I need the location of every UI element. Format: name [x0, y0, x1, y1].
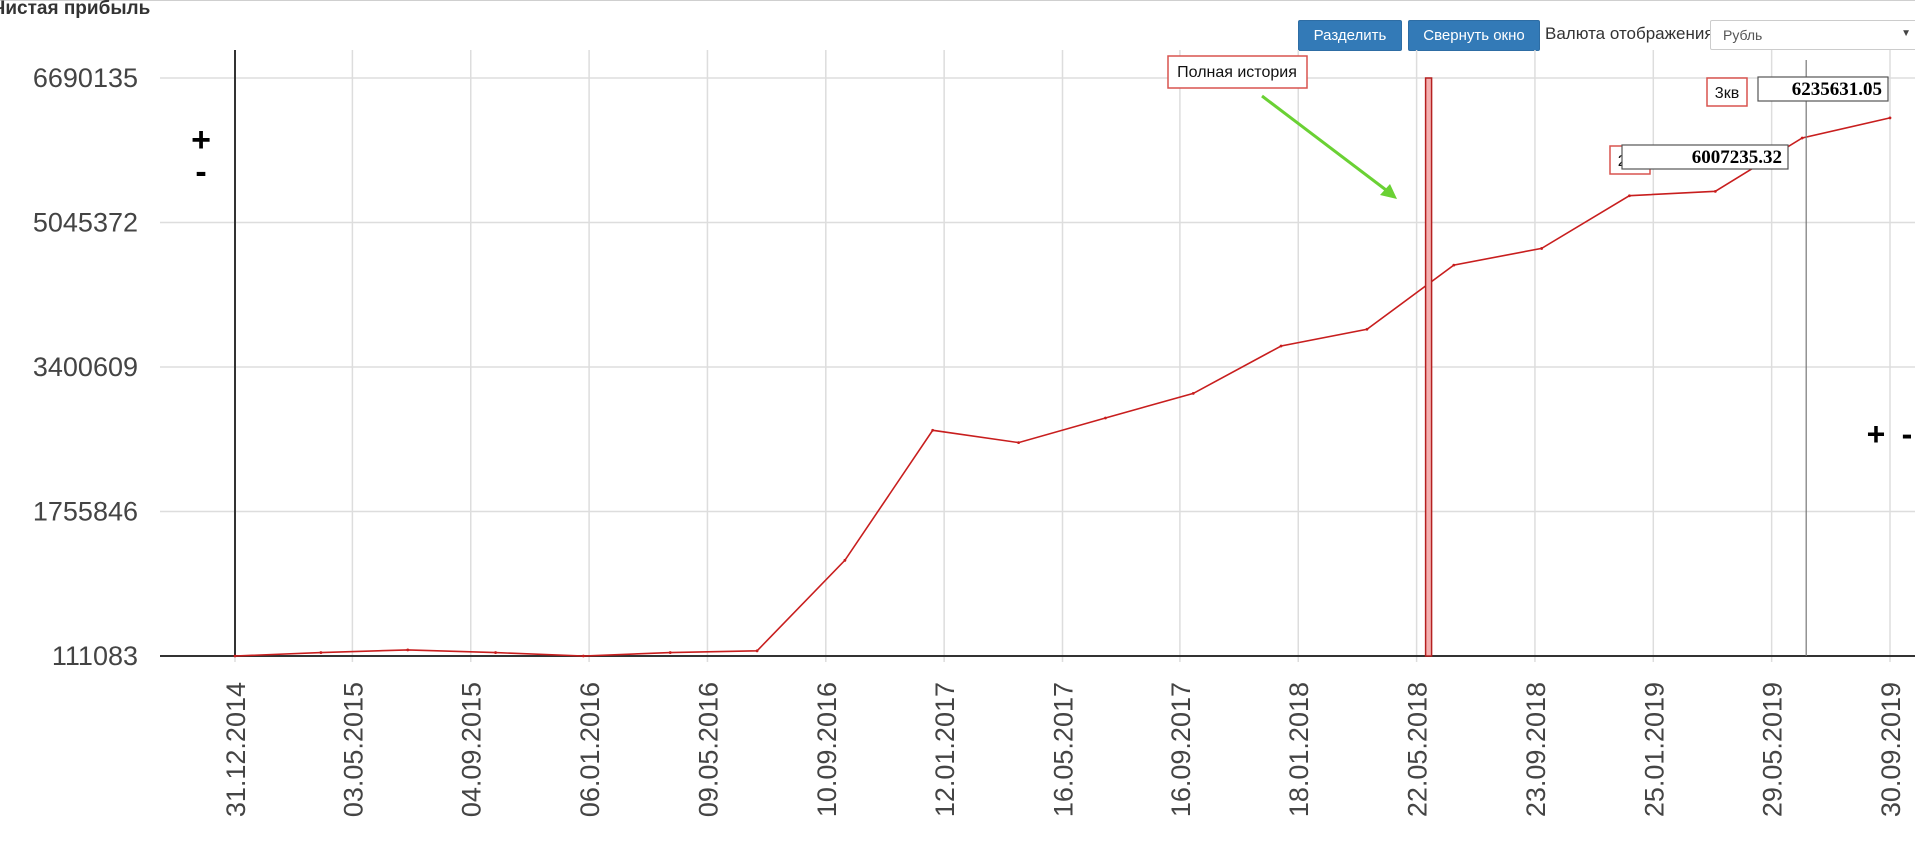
data-point	[494, 651, 497, 654]
quarter-tag-box	[1706, 77, 1748, 107]
x-tick-label: 16.09.2017	[1166, 682, 1196, 817]
y-tick-label: 5045372	[33, 208, 138, 238]
data-point	[1365, 327, 1369, 331]
x-axis-labels: 31.12.2014 03.05.2015 04.09.2015 06.01.2016…	[221, 682, 1906, 817]
y-zoom-in-icon[interactable]: +	[191, 121, 211, 159]
data-point	[1888, 116, 1892, 120]
value-tooltip-box	[1621, 144, 1789, 170]
data-point	[1713, 189, 1717, 193]
series-line	[234, 117, 1891, 657]
x-tick-label: 25.01.2019	[1639, 682, 1669, 817]
full-history-label[interactable]: Полная история	[1177, 64, 1297, 81]
data-point	[319, 651, 323, 654]
x-tick-label: 18.01.2018	[1284, 682, 1314, 817]
currency-select[interactable]: Рубль ▼	[1710, 20, 1915, 50]
x-tick-label: 04.09.2015	[457, 682, 487, 817]
x-tick-label: 09.05.2016	[693, 682, 723, 817]
page-title: Чистая прибыль	[0, 0, 151, 19]
x-zoom-out-icon[interactable]: -	[1902, 416, 1913, 452]
x-tick-label: 06.01.2016	[575, 682, 605, 817]
x-tick-label: 23.09.2018	[1521, 682, 1551, 817]
y-tick-label: 111083	[52, 641, 138, 671]
grid	[160, 50, 1915, 662]
y-tick-label: 6690135	[33, 63, 138, 93]
y-tick-label: 1755846	[33, 497, 138, 527]
data-point	[755, 649, 759, 653]
green-arrow-icon	[1261, 94, 1391, 195]
data-point	[581, 654, 585, 658]
x-tick-label: 12.01.2017	[930, 682, 960, 817]
data-point	[1017, 441, 1020, 445]
x-tick-label: 29.05.2019	[1758, 682, 1788, 817]
x-tick-label: 30.09.2019	[1876, 682, 1906, 817]
value-tooltip-label: 6007235.32	[1692, 147, 1782, 168]
value-tooltip-box	[1757, 76, 1889, 102]
data-point	[1104, 416, 1107, 420]
full-history-box[interactable]	[1167, 55, 1308, 89]
data-point	[1191, 392, 1195, 395]
chevron-down-icon: ▼	[1901, 28, 1911, 39]
data-point	[1628, 194, 1631, 198]
top-divider	[0, 0, 1915, 1]
data-point	[406, 648, 410, 652]
x-zoom-in-icon[interactable]: +	[1867, 416, 1886, 452]
collapse-window-button[interactable]: Свернуть окно	[1408, 20, 1540, 51]
currency-value: Рубль	[1723, 27, 1763, 43]
currency-label: Валюта отображения	[1545, 24, 1714, 43]
y-tick-label: 3400609	[33, 352, 138, 382]
data-point	[1279, 344, 1283, 348]
quarter-tag-label: 3кв	[1715, 85, 1739, 102]
x-tick-label: 31.12.2014	[221, 682, 251, 817]
value-tooltip-label: 6235631.05	[1792, 79, 1882, 100]
data-point	[668, 651, 672, 654]
data-point	[1540, 247, 1544, 250]
series-layer	[233, 116, 1892, 658]
x-tick-label: 22.05.2018	[1403, 682, 1433, 817]
data-point	[1800, 136, 1804, 140]
range-marker-handle[interactable]	[1424, 77, 1433, 657]
x-tick-label: 16.05.2017	[1049, 682, 1079, 817]
y-axis-labels: 111083 1755846 3400609 5045372 6690135	[33, 63, 138, 671]
split-button[interactable]: Разделить	[1298, 20, 1402, 51]
x-tick-label: 10.09.2016	[812, 682, 842, 817]
x-tick-label: 03.05.2015	[338, 682, 368, 817]
data-point	[1452, 263, 1456, 267]
data-point	[931, 428, 935, 432]
data-point	[843, 558, 847, 562]
y-zoom-out-icon[interactable]: -	[195, 153, 206, 191]
axes	[160, 50, 1915, 657]
overlay-layer: Полная история2кв6007235.323кв6235631.05…	[191, 55, 1913, 657]
data-point	[233, 654, 237, 658]
green-arrowhead-icon	[1380, 184, 1397, 199]
